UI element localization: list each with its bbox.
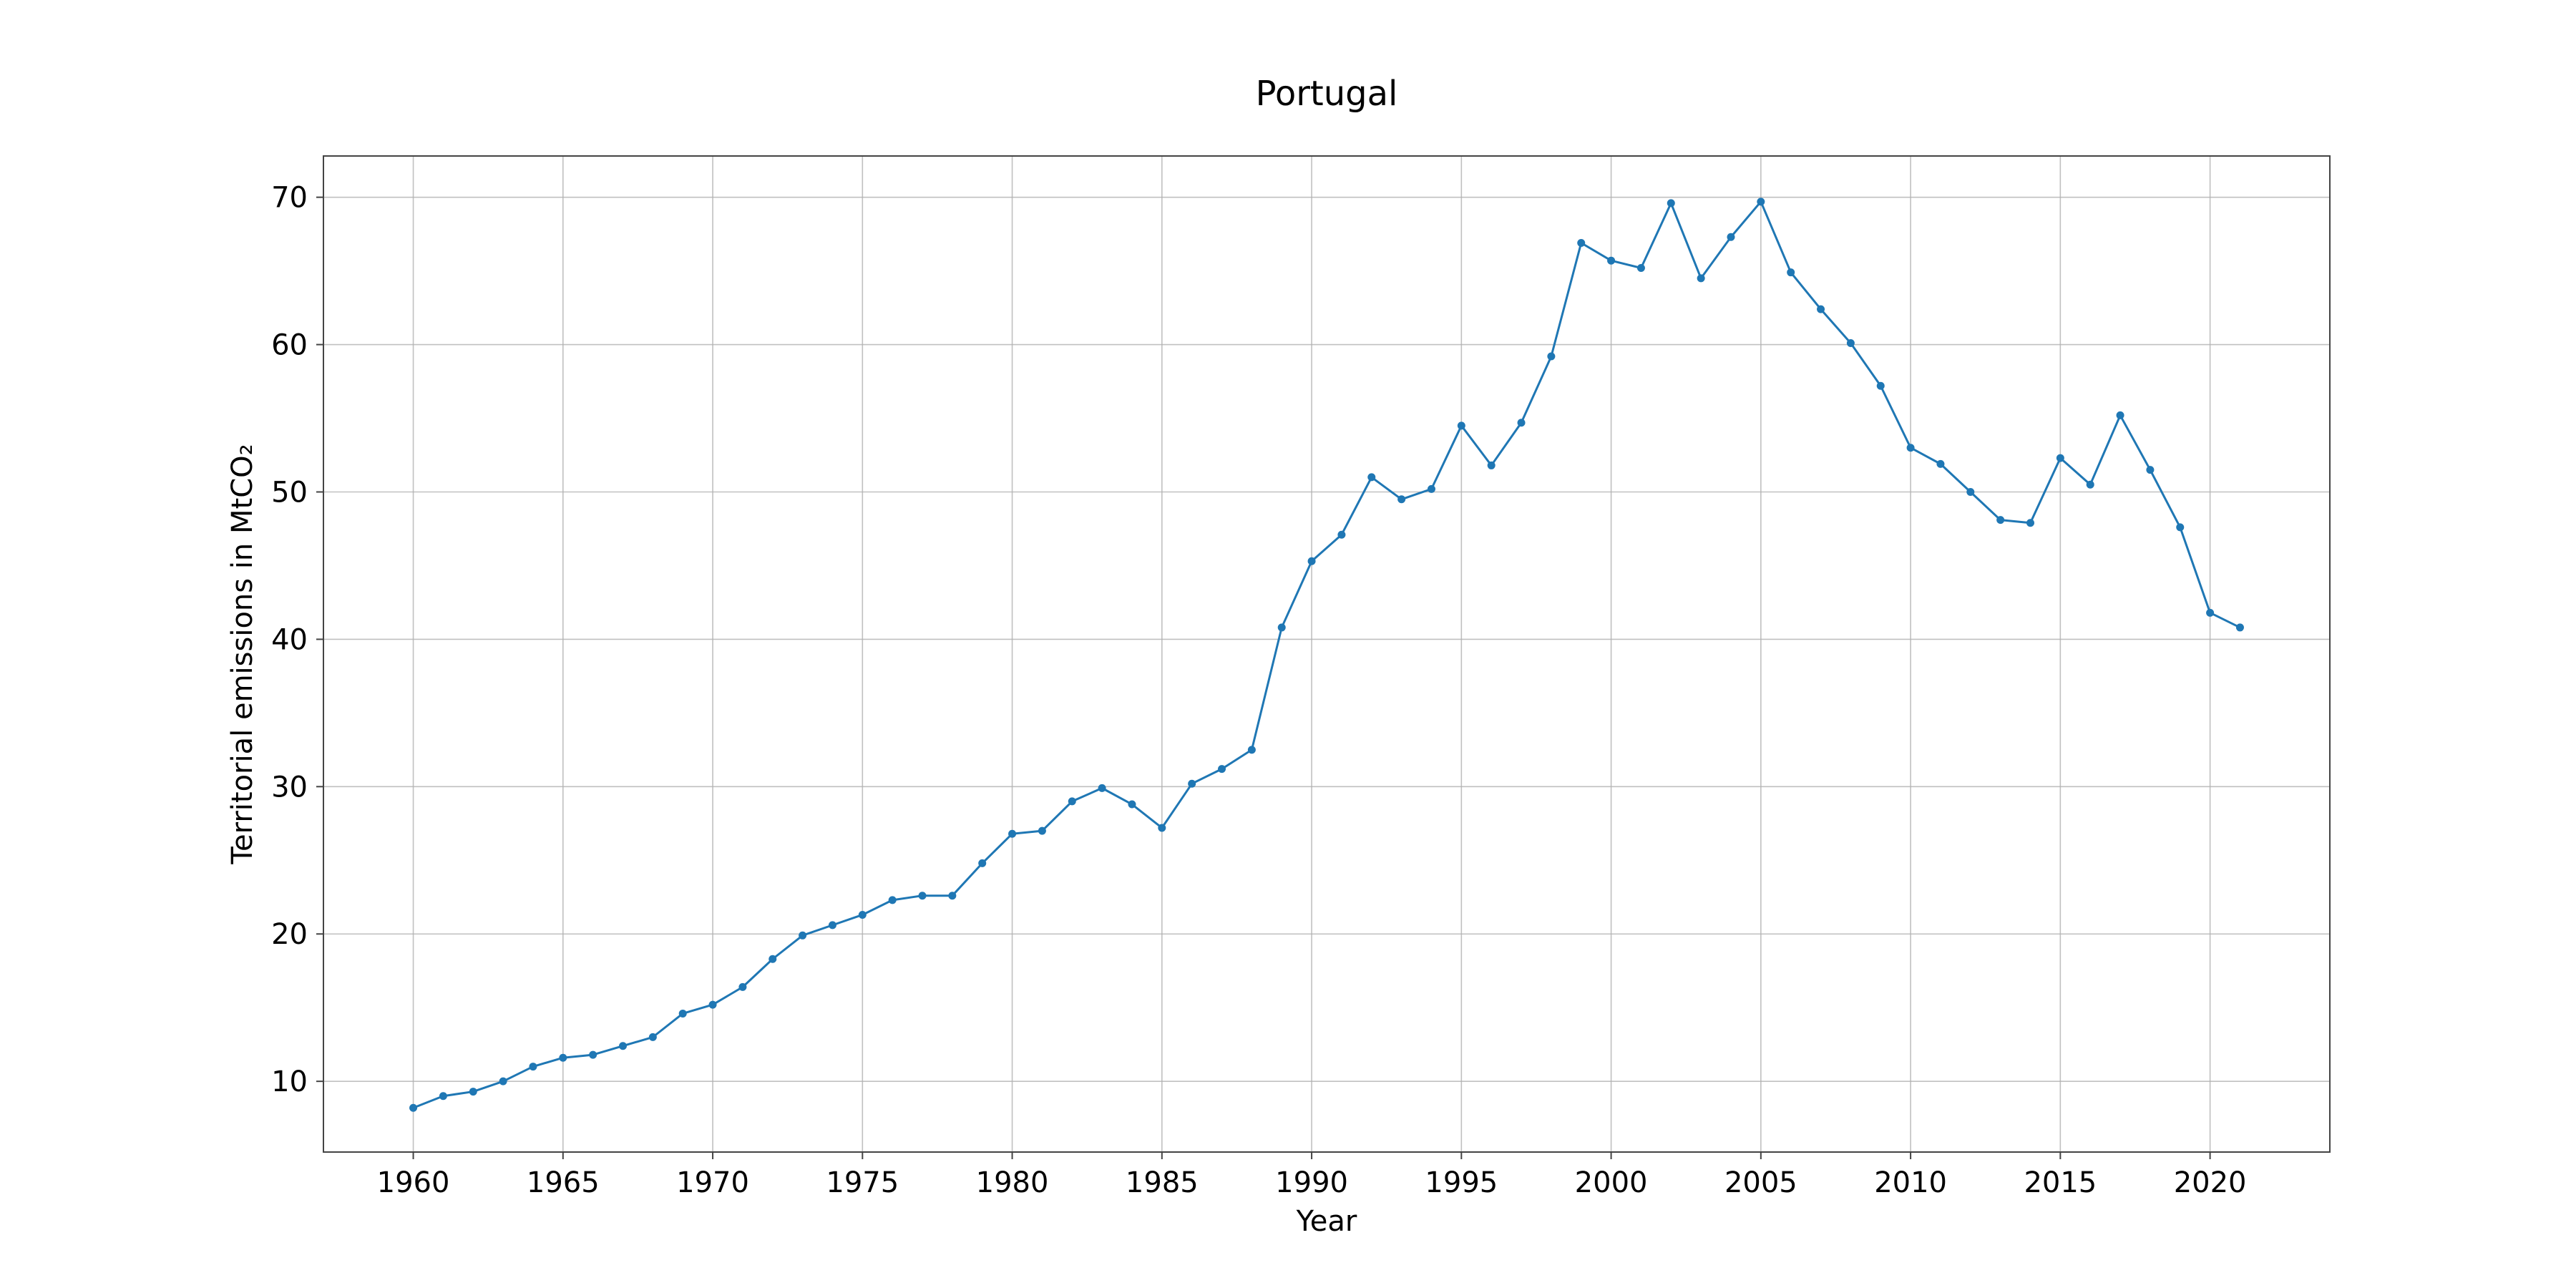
data-point — [888, 896, 897, 904]
data-point — [619, 1042, 628, 1050]
y-tick-label: 50 — [271, 476, 308, 509]
data-point — [1277, 623, 1286, 632]
data-point — [1996, 516, 2005, 525]
data-point — [1697, 274, 1705, 283]
data-point — [1577, 238, 1586, 247]
x-tick-label: 1970 — [676, 1166, 749, 1199]
data-point — [828, 921, 836, 930]
data-point — [1397, 495, 1406, 504]
chart-title: Portugal — [1256, 74, 1398, 114]
data-point — [1936, 459, 1945, 468]
data-point — [799, 931, 807, 940]
y-tick-label: 70 — [271, 182, 308, 215]
x-tick-label: 2005 — [1724, 1166, 1797, 1199]
data-point — [2146, 466, 2155, 474]
data-point — [1427, 484, 1435, 493]
data-point — [678, 1009, 687, 1018]
data-point — [1817, 305, 1825, 313]
x-tick-label: 1985 — [1126, 1166, 1199, 1199]
data-point — [1038, 826, 1046, 835]
data-point — [469, 1088, 477, 1096]
data-point — [2056, 454, 2064, 462]
data-point — [589, 1050, 597, 1059]
y-tick-label: 40 — [271, 623, 308, 656]
data-point — [2235, 623, 2244, 632]
x-tick-label: 1980 — [976, 1166, 1049, 1199]
series-line — [413, 200, 2241, 1109]
data-point — [409, 1103, 418, 1112]
series — [409, 197, 2244, 1112]
x-tick-label: 2015 — [2024, 1166, 2097, 1199]
data-point — [858, 910, 867, 919]
x-tick-label: 1990 — [1275, 1166, 1348, 1199]
data-point — [978, 859, 987, 867]
data-point — [1636, 263, 1645, 272]
data-point — [1906, 444, 1915, 452]
data-point — [1876, 381, 1885, 390]
data-point — [499, 1077, 507, 1085]
data-point — [1068, 797, 1076, 806]
plot-area-frame — [323, 155, 2331, 1153]
data-point — [1098, 784, 1106, 792]
y-tick-label: 30 — [271, 771, 308, 804]
data-point — [1667, 199, 1675, 208]
data-point — [738, 982, 747, 991]
data-point — [1218, 765, 1226, 774]
data-point — [1457, 421, 1465, 430]
x-axis-label: Year — [1296, 1205, 1357, 1238]
data-point — [559, 1053, 567, 1062]
data-point — [1158, 824, 1166, 832]
grid — [323, 156, 2330, 1152]
data-point — [439, 1092, 447, 1101]
y-tick-label: 10 — [271, 1065, 308, 1098]
data-point — [1247, 746, 1256, 754]
data-point — [1787, 268, 1795, 277]
data-point — [2086, 480, 2094, 489]
data-point — [1966, 487, 1975, 496]
data-point — [1547, 352, 1556, 361]
axis-ticks: 1960 1965 1970 1975 1980 1985 1990 1995 2000 2005… — [271, 182, 2246, 1199]
data-point — [948, 892, 957, 900]
data-point — [529, 1063, 537, 1071]
x-tick-label: 2000 — [1575, 1166, 1648, 1199]
data-point — [1188, 779, 1196, 788]
data-point — [1337, 530, 1346, 539]
y-tick-label: 20 — [271, 918, 308, 951]
data-point — [769, 955, 777, 963]
y-axis-label: Territorial emissions in MtCO₂ — [226, 444, 259, 864]
data-point — [1727, 233, 1735, 241]
y-tick-label: 60 — [271, 329, 308, 362]
x-tick-label: 1965 — [527, 1166, 600, 1199]
data-point — [1757, 197, 1765, 206]
data-point — [1607, 256, 1616, 265]
x-tick-label: 1975 — [826, 1166, 899, 1199]
data-point — [1517, 419, 1526, 427]
x-tick-label: 2010 — [1874, 1166, 1947, 1199]
data-point — [2116, 411, 2124, 419]
data-point — [1008, 829, 1017, 838]
data-point — [708, 1000, 717, 1009]
data-point — [1307, 557, 1316, 565]
data-point — [648, 1033, 657, 1041]
x-tick-label: 2020 — [2174, 1166, 2247, 1199]
x-tick-label: 1995 — [1425, 1166, 1498, 1199]
data-point — [2026, 519, 2034, 527]
data-point — [1367, 473, 1376, 482]
data-point — [1487, 461, 1496, 469]
x-tick-label: 1960 — [377, 1166, 450, 1199]
data-point — [918, 892, 927, 900]
data-point — [2176, 523, 2185, 532]
data-point — [1846, 339, 1855, 348]
data-point — [1128, 800, 1136, 809]
data-point — [2206, 608, 2215, 617]
